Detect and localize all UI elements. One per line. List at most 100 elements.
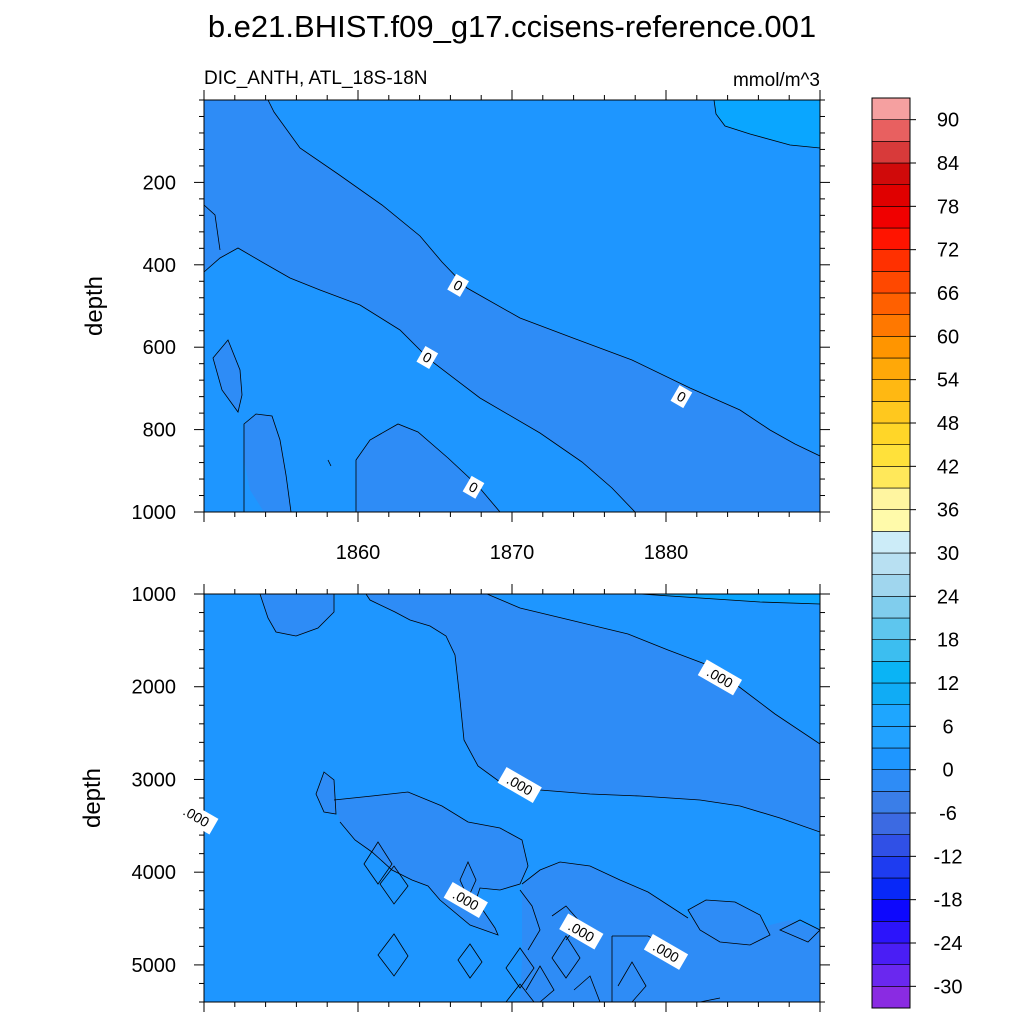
colorbar-swatch [871, 552, 911, 575]
colorbar-swatch [871, 834, 911, 857]
colorbar-tick-label: 6 [942, 716, 953, 738]
upper-contour-lines [204, 100, 820, 512]
colorbar-swatch [871, 856, 911, 879]
colorbar-swatch [871, 877, 911, 900]
colorbar-swatch [871, 487, 911, 510]
colorbar-tick-label: -6 [939, 803, 957, 825]
colorbar-tick-label: 12 [937, 673, 959, 695]
colorbar-swatch [871, 292, 911, 315]
upper-positive-patch [714, 100, 820, 148]
upper-panel: 200 400 600 800 1000 1860 1870 1880 depth 0 0 0 0 [81, 90, 830, 564]
contour-label-box [697, 659, 743, 696]
lower-negative-top-patch [260, 594, 334, 636]
lower-negative-band [366, 594, 820, 832]
contour-label-box [497, 767, 542, 803]
contour-label-box [447, 273, 469, 297]
colorbar-swatch [871, 401, 911, 424]
colorbar-tick-label: 42 [937, 456, 959, 478]
lower-negative-deep-region [334, 792, 528, 935]
y-tick-label: 2000 [132, 677, 177, 699]
upper-negative-patch-1 [213, 340, 242, 412]
contour-label: 0 [462, 475, 485, 499]
contour-label: .000 [443, 882, 488, 918]
colorbar-swatch [871, 119, 911, 142]
contour-label: 0 [416, 346, 439, 369]
colorbar-swatch [871, 617, 911, 640]
lower-negative-bottom-region [520, 862, 820, 1002]
colorbar-swatch [871, 704, 911, 727]
colorbar-swatch [871, 162, 911, 185]
colorbar-swatch [871, 227, 911, 250]
colorbar-swatch [871, 921, 911, 944]
colorbar-tick-label: 30 [937, 543, 959, 565]
colorbar-tick-label: -18 [934, 890, 963, 912]
colorbar-tick-label: 72 [937, 240, 959, 262]
y-tick-label: 4000 [132, 862, 177, 884]
upper-negative-edge [204, 205, 220, 252]
upper-ylabel: depth [81, 276, 108, 336]
colorbar-swatch [871, 769, 911, 792]
upper-contour-labels: 0 0 0 0 [416, 273, 693, 499]
contour-label-box [643, 933, 689, 970]
y-tick-label: 3000 [132, 769, 177, 791]
colorbar-tick-label: 18 [937, 630, 959, 652]
contour-label-box [174, 798, 219, 835]
colorbar: -30 -24 -18 -12 -6 0 6 12 18 24 30 36 42 48 54 60 66 72 78… [871, 97, 963, 1009]
colorbar-swatch [871, 986, 911, 1009]
lower-negative-east-patch [688, 900, 770, 945]
colorbar-swatch [871, 444, 911, 467]
contour-label-box [670, 385, 693, 409]
lower-axes: 1000 2000 3000 4000 5000 [132, 584, 830, 1012]
upper-axes: 200 400 600 800 1000 1860 1870 1880 [132, 90, 830, 564]
colorbar-swatch [871, 314, 911, 337]
colorbar-swatch [871, 596, 911, 619]
contour-label-box [443, 882, 488, 918]
colorbar-swatch [871, 726, 911, 749]
colorbar-tick-label: 48 [937, 413, 959, 435]
colorbar-tick-label: 36 [937, 500, 959, 522]
colorbar-swatch [871, 271, 911, 294]
colorbar-tick-label: 24 [937, 586, 959, 608]
colorbar-tick-label: -12 [934, 846, 963, 868]
y-tick-label: 1000 [132, 502, 177, 524]
contour-label: 0 [670, 385, 693, 409]
colorbar-tick-label: 60 [937, 326, 959, 348]
colorbar-swatch [871, 357, 911, 380]
y-tick-label: 5000 [132, 955, 177, 977]
y-tick-label: 400 [143, 255, 176, 277]
contour-label: 0 [447, 273, 469, 297]
lower-positive-top-strip [640, 594, 820, 604]
colorbar-tick-label: -30 [934, 976, 963, 998]
lower-negative-small-patch [316, 772, 336, 814]
y-tick-label: 800 [143, 420, 176, 442]
lower-ylabel: depth [79, 768, 106, 828]
colorbar-swatch [871, 747, 911, 770]
right-subtitle: mmol/m^3 [733, 70, 820, 91]
colorbar-swatch [871, 574, 911, 597]
colorbar-tick-label: 54 [937, 370, 959, 392]
y-tick-label: 1000 [132, 584, 177, 606]
colorbar-tick-label: 90 [937, 110, 959, 132]
colorbar-swatch [871, 942, 911, 965]
colorbar-swatch [871, 97, 911, 120]
figure-title: b.e21.BHIST.f09_g17.ccisens-reference.00… [208, 9, 816, 44]
colorbar-swatch [871, 466, 911, 489]
left-subtitle: DIC_ANTH, ATL_18S-18N [204, 68, 428, 89]
colorbar-tick-label: 78 [937, 196, 959, 218]
colorbar-swatch [871, 899, 911, 922]
colorbar-swatch [871, 661, 911, 684]
contour-label-box [462, 475, 485, 499]
colorbar-tick-label: 66 [937, 283, 959, 305]
colorbar-swatch [871, 509, 911, 532]
colorbar-swatch [871, 682, 911, 705]
contour-label-box [559, 913, 604, 950]
colorbar-tick-label: 0 [942, 760, 953, 782]
colorbar-swatch [871, 531, 911, 554]
y-tick-label: 200 [143, 172, 176, 194]
x-tick-label: 1870 [490, 542, 535, 564]
colorbar-swatch [871, 184, 911, 207]
colorbar-swatch [871, 336, 911, 359]
colorbar-swatch [871, 206, 911, 229]
